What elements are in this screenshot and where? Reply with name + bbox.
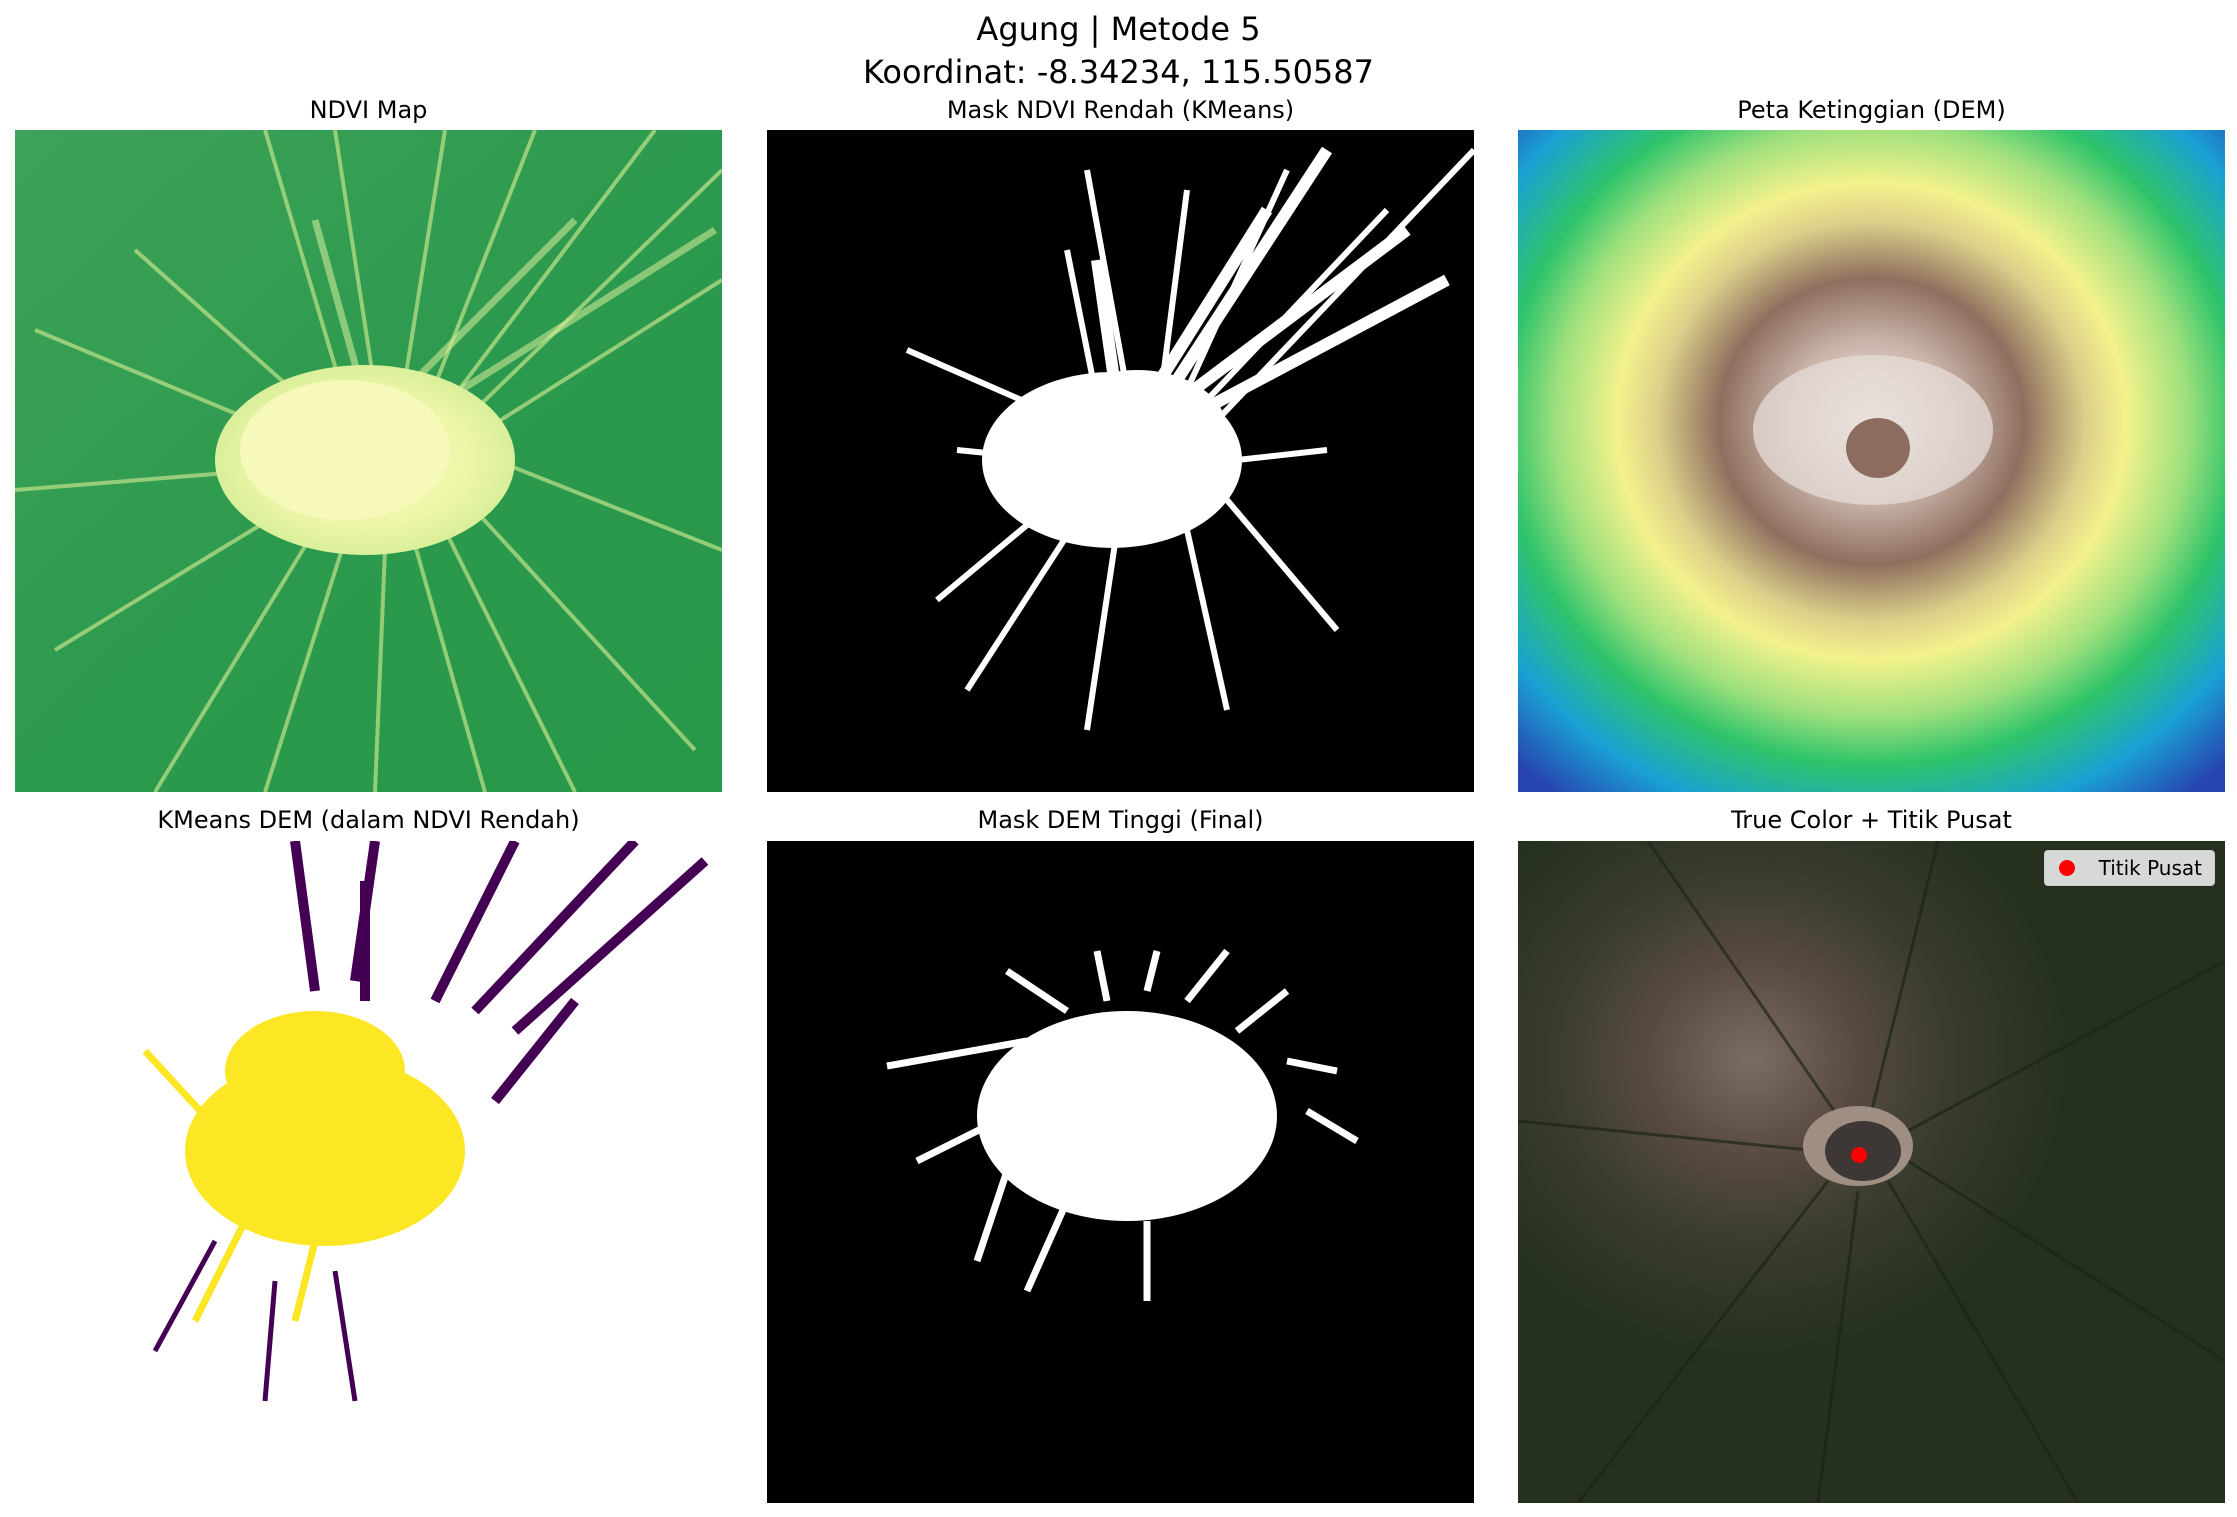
panel-title-mask-dem-final: Mask DEM Tinggi (Final) bbox=[977, 806, 1264, 834]
true-color-image: Titik Pusat bbox=[1518, 841, 2225, 1503]
center-point-marker bbox=[1851, 1147, 1867, 1163]
legend-label: Titik Pusat bbox=[2098, 856, 2202, 880]
figure-title-line-1: Agung | Metode 5 bbox=[976, 10, 1261, 48]
panel-title-dem: Peta Ketinggian (DEM) bbox=[1737, 96, 2006, 124]
panel-title-ndvi-map: NDVI Map bbox=[309, 96, 428, 124]
panel-title-true-color: True Color + Titik Pusat bbox=[1731, 806, 2012, 834]
panel-title-kmeans-dem: KMeans DEM (dalam NDVI Rendah) bbox=[157, 806, 580, 834]
legend-marker-icon bbox=[2058, 860, 2075, 876]
ndvi-map-image bbox=[15, 130, 722, 792]
legend: Titik Pusat bbox=[2043, 850, 2215, 886]
dem-image bbox=[1518, 130, 2225, 792]
figure-title-line-2: Koordinat: -8.34234, 115.50587 bbox=[863, 53, 1374, 91]
kmeans-dem-image bbox=[15, 841, 722, 1503]
mask-ndvi-image bbox=[767, 130, 1474, 792]
panel-title-mask-ndvi: Mask NDVI Rendah (KMeans) bbox=[946, 96, 1295, 124]
figure-title: Agung | Metode 5 Koordinat: -8.34234, 11… bbox=[0, 8, 2237, 94]
mask-dem-final-image bbox=[767, 841, 1474, 1503]
